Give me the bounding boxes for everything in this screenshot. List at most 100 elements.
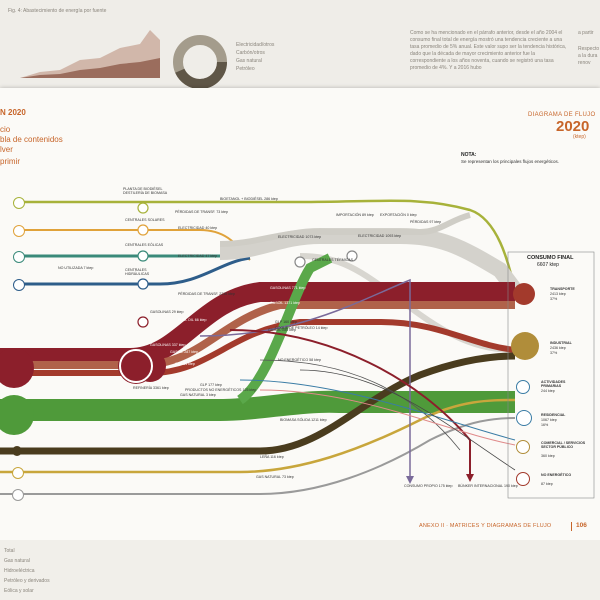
label-wind: CENTRALES EÓLICAS xyxy=(125,243,164,247)
label-gasolines-3: GASOLINAS 337 ktep xyxy=(150,343,186,347)
bottom-row-2: Hidroeléctrica xyxy=(4,568,35,574)
bg-right-fragment: a partir xyxy=(578,30,594,36)
flow-hydro xyxy=(20,256,251,286)
flow-industry-oil xyxy=(0,319,516,376)
sun-icon xyxy=(13,225,25,237)
sector-industrial-pct: 37% xyxy=(550,351,558,355)
flow-electricity-loss xyxy=(219,212,471,247)
sector-nonenergy-label: NO ENERGÉTICO xyxy=(541,473,572,477)
bottom-row-1: Gas natural xyxy=(4,558,30,564)
bg-area-chart xyxy=(20,30,227,89)
sector-industrial-value: 2436 ktep xyxy=(550,346,566,350)
label-refinery: REFINERÍA 3361 ktep xyxy=(133,386,169,390)
wind-turbine-icon xyxy=(13,251,25,263)
label-gasoil: GASOIL 1371 ktep xyxy=(270,301,301,305)
bg-right-fragment-2: Respecto a la dura renov xyxy=(578,46,600,66)
label-transf-loss-2: PÉRDIDAS DE TRANSF. 2236 ktep xyxy=(178,292,236,296)
label-electricity-wind: ELECTRICIDAD 47 ktep xyxy=(178,254,218,258)
label-firewood: LEÑA 116 ktep xyxy=(260,455,284,459)
flow-electricity xyxy=(219,228,522,295)
sector-commercial-label: COMERCIAL / SERVICIOS SECTOR PÚBLICO xyxy=(541,441,586,449)
menu-item-contents[interactable]: bla de contenidos xyxy=(0,135,63,144)
coal-icon xyxy=(12,446,22,456)
label-import: IMPORTACIÓN 89 ktep xyxy=(336,213,374,217)
sector-primary-value: 244 ktep xyxy=(541,389,555,393)
oil-tanker-icon xyxy=(0,348,34,388)
label-gasolines-2: GASOLINAS 29 ktep xyxy=(150,310,184,314)
flow-biomass xyxy=(0,390,515,421)
barrel-icon xyxy=(516,472,530,486)
bg-paragraph: Como se ha mencionado en el párrafo ante… xyxy=(410,30,567,71)
label-losses: PÉRDIDAS 97 ktep xyxy=(410,220,442,224)
label-fueloil: FUEL OIL 66 ktep xyxy=(178,318,207,322)
bg-legend-3: Petróleo xyxy=(236,66,255,72)
house-icon xyxy=(516,410,532,426)
note-text: Se representan los principales flujos en… xyxy=(461,159,560,164)
flow-coal xyxy=(0,352,516,455)
menu-item-back[interactable]: lver xyxy=(0,145,13,154)
label-biodiesel-plant: PLANTA DE BIODIÉSEL DESTILERÍA DE BIOMAS… xyxy=(123,187,168,195)
label-petcoke: COQUE DE PETRÓLEO 14 ktep xyxy=(275,326,328,330)
note-title: NOTA: xyxy=(461,152,477,158)
factory-icon xyxy=(511,332,539,360)
bg-legend-1: Carbón/otros xyxy=(236,50,265,56)
bg-legend-0: Electricidad/otros xyxy=(236,42,275,48)
menu-item-inicio[interactable]: cio xyxy=(0,125,11,134)
truck-icon xyxy=(513,283,535,305)
gas-icon xyxy=(12,489,24,501)
label-own-consumption: CONSUMO PROPIO 175 ktep xyxy=(404,484,453,488)
print-link[interactable]: primir xyxy=(0,157,20,166)
label-electricity-main: ELECTRICIDAD 1073 ktep xyxy=(278,235,322,239)
sector-transport-label: TRANSPORTE xyxy=(550,287,575,291)
sector-primary-label: ACTIVIDADES PRIMARIAS xyxy=(541,380,566,388)
label-thermal-plants: CENTRALES TÉRMICAS xyxy=(312,258,354,262)
consumption-title: CONSUMO FINAL xyxy=(527,255,574,261)
flow-biofuel xyxy=(20,199,517,291)
label-natural-gas-2: GAS NATURAL 73 ktep xyxy=(256,475,294,479)
label-non-energy: NO ENERGÉTICO 58 ktep xyxy=(278,358,321,362)
diagram-unit: (ktep) xyxy=(573,134,586,140)
biodiesel-icon xyxy=(13,197,25,209)
plant-icon xyxy=(0,395,34,435)
year-label: N 2020 xyxy=(0,108,26,117)
flow-biomass-thermal xyxy=(236,253,333,405)
label-gasoil-3: GASOIL 280 ktep xyxy=(268,328,297,332)
bottom-row-4: Eólica y solar xyxy=(4,588,34,594)
sector-transport-value: 2413 ktep xyxy=(550,292,566,296)
flow-gas xyxy=(0,417,516,495)
refinery-icon xyxy=(119,349,153,383)
sector-residential-pct: 16% xyxy=(541,423,549,427)
label-glp-3: GLP 177 ktep xyxy=(200,383,222,387)
other-source-icon xyxy=(12,467,24,479)
label-bioethanol: BIOETANOL + BIODIÉSEL 286 ktep xyxy=(220,197,278,201)
page-number: 106 xyxy=(576,522,587,529)
footer-section: ANEXO II · MATRICES Y DIAGRAMAS DE FLUJO xyxy=(419,523,552,529)
bottom-row-0: Total xyxy=(4,548,15,554)
sector-residential-label: RESIDENCIAL xyxy=(541,413,566,417)
label-glp-2: GLP 34 ktep xyxy=(175,362,195,366)
tractor-icon xyxy=(516,380,530,394)
dam-icon xyxy=(13,279,25,291)
sector-residential-value: 1067 ktep xyxy=(541,418,557,422)
bottom-row-3: Petróleo y derivados xyxy=(4,578,50,584)
footer-divider xyxy=(571,522,572,531)
bg-legend-2: Gas natural xyxy=(236,58,262,64)
label-solar: CENTRALES SOLARES xyxy=(125,218,165,222)
background-page-bottom: Total Gas natural Hidroeléctrica Petróle… xyxy=(0,540,600,600)
label-transf-loss: PÉRDIDAS DE TRANSF. 73 ktep xyxy=(175,210,229,214)
label-solid-biomass: BIOMASA SÓLIDA 1211 ktep xyxy=(280,418,327,422)
label-hydro: CENTRALES HIDRÁULICAS xyxy=(125,268,150,276)
diagram-title: DIAGRAMA DE FLUJO xyxy=(528,112,596,118)
label-natural-gas: GAS NATURAL 3 ktep xyxy=(180,393,216,397)
bg-chart-caption: Fig. 4: Abastecimiento de energía por fu… xyxy=(8,8,107,14)
label-gasolines: GASOLINAS 771 ktep xyxy=(270,286,306,290)
label-electricity-consumption: ELECTRICIDAD 1093 ktep xyxy=(358,234,402,238)
building-icon xyxy=(516,440,530,454)
diagram-year: 2020 xyxy=(556,118,590,135)
label-gasoil-2: GASOIL 287 ktep xyxy=(170,350,199,354)
background-page-top: Fig. 4: Abastecimiento de energía por fu… xyxy=(0,0,600,97)
sector-nonenergy-value: 87 ktep xyxy=(541,482,553,486)
consumption-value: 6607 ktep xyxy=(537,262,559,268)
sector-industrial-label: INDUSTRIAL xyxy=(550,341,572,345)
